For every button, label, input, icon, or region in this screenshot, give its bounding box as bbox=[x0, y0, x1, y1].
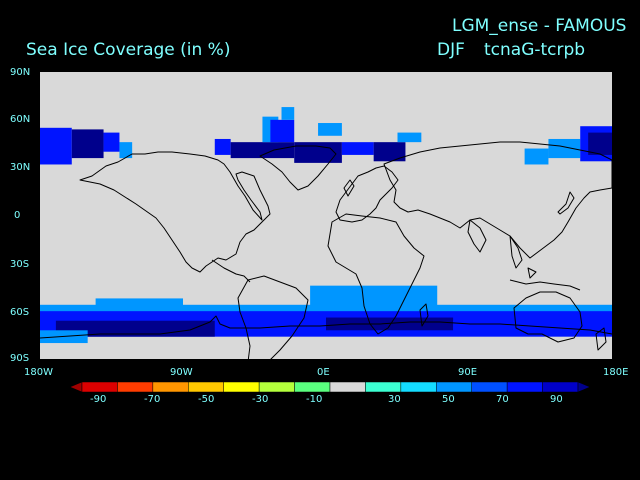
sea-ice-map bbox=[40, 72, 612, 362]
variable-title: Sea Ice Coverage (in %) bbox=[26, 40, 231, 60]
sea-ice-cell bbox=[281, 107, 295, 120]
sea-ice-cell bbox=[341, 142, 374, 155]
sea-ice-cell bbox=[588, 132, 612, 155]
sea-ice-cell bbox=[119, 142, 133, 159]
colorbar-box bbox=[471, 381, 508, 393]
sea-ice-cell bbox=[524, 148, 549, 165]
lon-tick-label: 90W bbox=[170, 367, 193, 378]
sea-ice-cell bbox=[40, 127, 72, 165]
colorbar-box bbox=[70, 381, 83, 393]
colorbar-label: -50 bbox=[198, 394, 215, 405]
lon-tick-label: 180W bbox=[24, 367, 53, 378]
colorbar-box bbox=[294, 381, 331, 393]
lon-tick-label: 90E bbox=[458, 367, 478, 378]
sea-ice-cell bbox=[71, 129, 104, 159]
lat-tick-label: 30N bbox=[10, 162, 31, 173]
lat-tick-label: 60N bbox=[10, 114, 31, 125]
colorbar-box bbox=[152, 381, 189, 393]
sea-ice-cell bbox=[318, 123, 342, 136]
colorbar-label: 90 bbox=[550, 394, 563, 405]
colorbar-box bbox=[117, 381, 154, 393]
sea-ice-cell bbox=[548, 138, 581, 159]
sea-ice-cell bbox=[373, 142, 406, 162]
sea-ice-cell bbox=[214, 138, 231, 155]
season-label: DJF bbox=[437, 40, 465, 60]
experiment-title: LGM_ense - FAMOUS bbox=[452, 16, 627, 36]
lat-tick-label: 30S bbox=[10, 259, 30, 270]
sea-ice-cell bbox=[55, 320, 215, 337]
sea-ice-cell bbox=[397, 132, 422, 143]
colorbar-box bbox=[258, 381, 295, 393]
colorbar-box bbox=[223, 381, 260, 393]
colorbar-box bbox=[188, 381, 224, 393]
colorbar-box bbox=[542, 381, 579, 393]
colorbar-box bbox=[329, 381, 366, 393]
lat-tick-label: 90S bbox=[10, 353, 30, 364]
colorbar-boxes bbox=[70, 381, 590, 393]
colorbar-box bbox=[506, 381, 543, 393]
coastlines bbox=[40, 141, 612, 362]
colorbar-label: 70 bbox=[496, 394, 509, 405]
colorbar bbox=[70, 381, 590, 393]
sea-ice-cell bbox=[230, 142, 295, 159]
lon-tick-label: 180E bbox=[603, 367, 629, 378]
colorbar-box bbox=[81, 381, 118, 393]
colorbar-box bbox=[577, 381, 590, 393]
sea-ice-cell bbox=[103, 132, 120, 152]
difference-label: tcnaG-tcrpb bbox=[484, 40, 586, 60]
colorbar-label: -10 bbox=[306, 394, 323, 405]
lon-tick-label: 0E bbox=[317, 367, 330, 378]
sea-ice-cells bbox=[40, 107, 612, 344]
colorbar-box bbox=[436, 381, 472, 393]
lat-tick-label: 60S bbox=[10, 307, 30, 318]
colorbar-label: -90 bbox=[90, 394, 107, 405]
colorbar-label: -30 bbox=[252, 394, 269, 405]
colorbar-label: -70 bbox=[144, 394, 161, 405]
lat-tick-label: 90N bbox=[10, 67, 31, 78]
sea-ice-cell bbox=[294, 142, 342, 163]
sea-ice-cell bbox=[310, 285, 438, 308]
sea-ice-cell bbox=[270, 119, 295, 143]
colorbar-box bbox=[365, 381, 402, 393]
lat-tick-label: 0 bbox=[14, 210, 21, 221]
colorbar-box bbox=[400, 381, 437, 393]
colorbar-label: 50 bbox=[442, 394, 455, 405]
sea-ice-cell bbox=[453, 320, 533, 331]
colorbar-label: 30 bbox=[388, 394, 401, 405]
